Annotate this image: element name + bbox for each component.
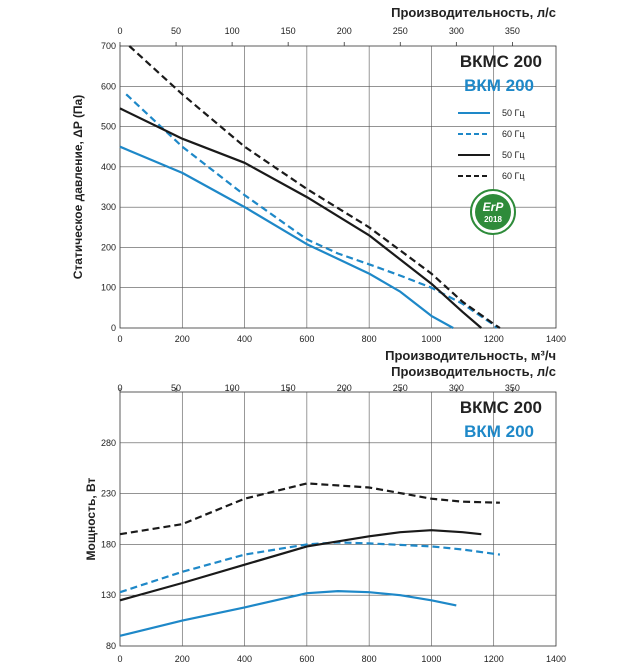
power-top-tick-label: 100 xyxy=(225,383,240,393)
pressure-series-vkmc-50hz-line xyxy=(119,107,483,329)
pressure-y-tick-label: 0 xyxy=(111,323,116,333)
power-x-tick-label: 1400 xyxy=(546,654,566,664)
power-top-tick-label: 50 xyxy=(171,383,181,393)
pressure-x-tick-label: 0 xyxy=(117,334,122,344)
pressure-top-tick-label: 250 xyxy=(393,26,408,36)
power-chart: 0 200 400 600 800 1000 1200 1400 80 130 180 230 280 0… xyxy=(84,364,566,664)
power-top-tick-label: 0 xyxy=(117,383,122,393)
pressure-series-vkm-60hz-line xyxy=(125,93,498,329)
pressure-x-axis-title: Производительность, м³/ч xyxy=(385,348,556,363)
power-top-tick-label: 150 xyxy=(281,383,296,393)
power-x-tick-label: 1200 xyxy=(484,654,504,664)
pressure-y-tick-label: 600 xyxy=(101,81,116,91)
power-y-tick-label: 130 xyxy=(101,590,116,600)
pressure-top-tick-label: 100 xyxy=(225,26,240,36)
pressure-y-tick-label: 400 xyxy=(101,162,116,172)
pressure-x-tick-label: 1000 xyxy=(421,334,441,344)
legend-label: 60 Гц xyxy=(502,129,525,139)
pressure-x-tick-label: 400 xyxy=(237,334,252,344)
power-top-axis-title: Производительность, л/с xyxy=(391,364,556,379)
pressure-chart: 0 200 400 600 800 1000 1200 1400010020030040050… xyxy=(71,5,566,363)
power-top-tick-label: 200 xyxy=(337,383,352,393)
power-y-tick-label: 230 xyxy=(101,489,116,499)
pressure-x-tick-label: 1200 xyxy=(484,334,504,344)
pressure-model-vkmc-title: ВКМС 200 xyxy=(460,52,542,71)
pressure-top-tick-label: 300 xyxy=(449,26,464,36)
legend-label: 50 Гц xyxy=(502,108,525,118)
erp-badge-fill xyxy=(475,194,511,230)
power-x-tick-label: 800 xyxy=(362,654,377,664)
pressure-top-tick-label: 350 xyxy=(505,26,520,36)
power-x-tick-label: 0 xyxy=(117,654,122,664)
power-y-tick-label: 80 xyxy=(106,641,116,651)
power-series-vkmc-60hz-line xyxy=(119,482,500,536)
power-top-tick-label: 350 xyxy=(505,383,520,393)
power-top-tick-label: 300 xyxy=(449,383,464,393)
power-plot-frame xyxy=(119,391,557,647)
power-x-tick-label: 400 xyxy=(237,654,252,664)
power-series-vkm-50hz-line xyxy=(119,590,457,637)
pressure-plot-frame xyxy=(119,45,557,329)
pressure-top-tick-label: 0 xyxy=(117,26,122,36)
pressure-series-vkm-50hz-line xyxy=(119,145,454,329)
pressure-x-tick-label: 600 xyxy=(299,334,314,344)
pressure-x-tick-label: 1400 xyxy=(546,334,566,344)
pressure-top-axis-title: Производительность, л/с xyxy=(391,5,556,20)
pressure-top-tick-label: 50 xyxy=(171,26,181,36)
power-top-tick-label: 250 xyxy=(393,383,408,393)
power-model-vkmc-title: ВКМС 200 xyxy=(460,398,542,417)
power-y-tick-label: 180 xyxy=(101,539,116,549)
pressure-y-tick-label: 200 xyxy=(101,242,116,252)
power-y-tick-label: 280 xyxy=(101,438,116,448)
pressure-y-tick-label: 700 xyxy=(101,41,116,51)
power-x-tick-label: 1000 xyxy=(421,654,441,664)
pressure-y-tick-label: 300 xyxy=(101,202,116,212)
power-model-vkm-title: ВКМ 200 xyxy=(464,422,534,441)
power-series-vkmc-50hz-line xyxy=(119,529,482,602)
pressure-x-tick-label: 200 xyxy=(175,334,190,344)
pressure-x-tick-label: 800 xyxy=(362,334,377,344)
power-x-tick-label: 200 xyxy=(175,654,190,664)
pressure-series-vkmc-60hz-line xyxy=(128,45,501,329)
erp-badge-text: ErP xyxy=(483,200,505,214)
legend-label: 60 Гц xyxy=(502,171,525,181)
power-x-tick-label: 600 xyxy=(299,654,314,664)
pressure-y-tick-label: 100 xyxy=(101,283,116,293)
erp-badge-year: 2018 xyxy=(484,215,502,224)
pressure-y-axis-title: Статическое давление, ΔP (Па) xyxy=(71,95,85,279)
power-y-axis-title: Мощность, Вт xyxy=(84,477,98,560)
legend-label: 50 Гц xyxy=(502,150,525,160)
pressure-model-vkm-title: ВКМ 200 xyxy=(464,76,534,95)
pressure-y-tick-label: 500 xyxy=(101,122,116,132)
pressure-top-tick-label: 150 xyxy=(281,26,296,36)
pressure-top-tick-label: 200 xyxy=(337,26,352,36)
